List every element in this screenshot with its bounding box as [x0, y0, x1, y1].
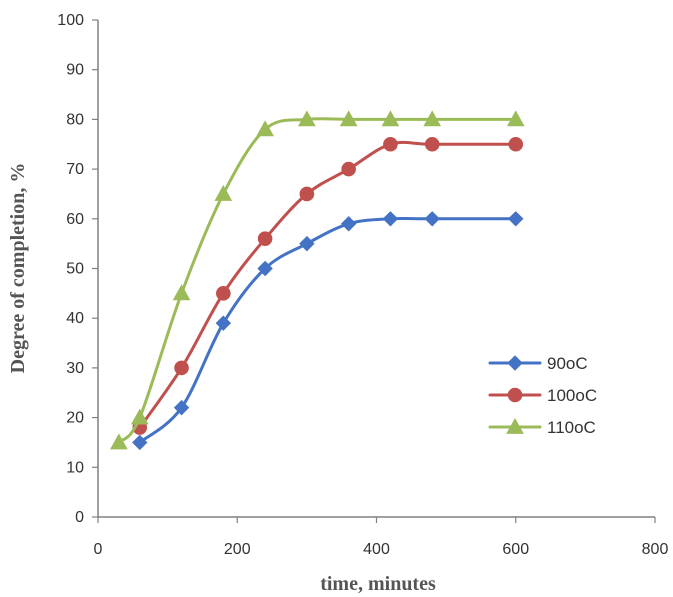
series-line [117, 117, 518, 444]
y-tick-label: 50 [66, 261, 84, 278]
data-point [110, 433, 128, 450]
legend-marker [507, 355, 523, 371]
y-tick-label: 100 [57, 12, 84, 29]
y-tick-label: 10 [66, 459, 84, 476]
x-tick-label: 200 [224, 541, 251, 558]
y-tick-label: 20 [66, 410, 84, 427]
data-point [214, 184, 233, 201]
data-point [340, 216, 357, 232]
series-2 [110, 110, 525, 450]
y-tick-label: 40 [66, 310, 84, 327]
legend-item-2: 110oC [488, 417, 596, 437]
legend: 90oC 100oC 110oC [488, 354, 597, 437]
y-axis-title: Degree of completion, % [7, 163, 29, 374]
legend-item-1: 100oC [488, 386, 597, 405]
data-point [172, 284, 191, 301]
legend-marker [507, 387, 523, 403]
y-tick-label: 70 [66, 161, 84, 178]
data-point [173, 399, 190, 416]
data-point [257, 231, 273, 246]
y-tick-label: 90 [66, 62, 84, 79]
data-point [339, 110, 358, 127]
tick-labels: 0 10 20 30 40 50 60 70 80 90 100 0 200 400 600 800 [57, 12, 668, 558]
series-group [110, 110, 525, 451]
data-point [424, 211, 440, 227]
legend-item-0: 90oC [488, 354, 588, 373]
x-tick-label: 0 [94, 541, 103, 558]
legend-label: 110oC [547, 418, 596, 437]
x-tick-label: 600 [502, 541, 529, 558]
data-point [381, 110, 400, 127]
data-point [383, 136, 398, 152]
data-point [341, 161, 356, 177]
data-point [508, 211, 524, 227]
data-point [130, 408, 149, 425]
y-tick-label: 80 [66, 111, 84, 128]
data-point [216, 286, 231, 301]
y-tick-label: 30 [66, 360, 84, 377]
legend-label: 90oC [547, 354, 588, 373]
data-point [215, 315, 232, 331]
data-point [298, 110, 316, 127]
x-tick-label: 800 [642, 541, 669, 558]
series-0 [132, 211, 524, 451]
data-point [257, 260, 273, 277]
y-tick-label: 60 [66, 211, 84, 228]
data-point [299, 235, 315, 252]
x-tick-label: 400 [363, 541, 390, 558]
legend-label: 100oC [547, 386, 597, 405]
data-point [256, 120, 274, 137]
x-axis-title: time, minutes [320, 573, 436, 595]
data-point [132, 434, 148, 451]
data-point [508, 136, 524, 152]
series-line [138, 140, 518, 430]
data-point [299, 186, 315, 202]
data-point [174, 360, 189, 376]
data-point [382, 211, 399, 227]
data-point [423, 110, 442, 127]
data-point [506, 110, 525, 127]
axes [92, 19, 656, 523]
y-tick-label: 0 [75, 509, 84, 526]
legend-marker [506, 417, 524, 434]
data-point [424, 136, 440, 152]
